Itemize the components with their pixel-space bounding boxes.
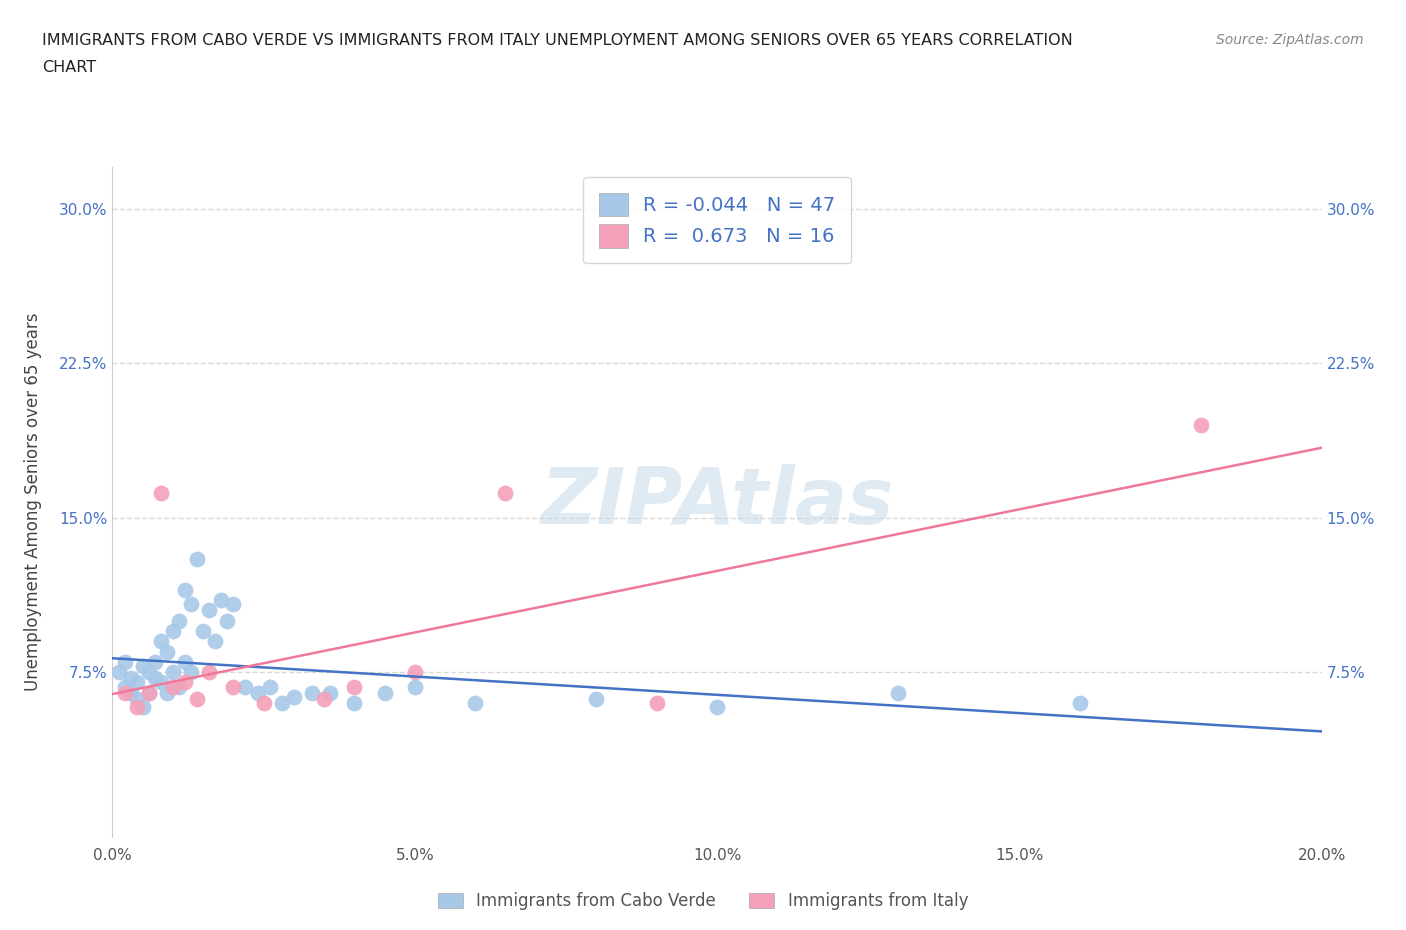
Point <box>167 679 190 694</box>
Point <box>235 679 257 694</box>
Point <box>114 685 136 700</box>
Point <box>138 685 160 700</box>
Point <box>495 485 517 500</box>
Point <box>464 696 486 711</box>
Legend: Immigrants from Cabo Verde, Immigrants from Italy: Immigrants from Cabo Verde, Immigrants f… <box>432 885 974 917</box>
Point <box>125 692 148 707</box>
Point <box>209 592 232 607</box>
Point <box>186 692 208 707</box>
Point <box>217 613 239 628</box>
Point <box>156 644 179 659</box>
Point <box>283 689 305 704</box>
Legend: R = -0.044   N = 47, R =  0.673   N = 16: R = -0.044 N = 47, R = 0.673 N = 16 <box>583 177 851 263</box>
Point <box>246 685 269 700</box>
Point <box>198 603 221 618</box>
Point <box>143 671 166 685</box>
Point <box>149 485 172 500</box>
Point <box>167 613 190 628</box>
Point <box>138 685 160 700</box>
Point <box>149 675 172 690</box>
Text: ZIPAtlas: ZIPAtlas <box>540 464 894 540</box>
Point <box>186 551 208 566</box>
Point <box>585 692 607 707</box>
Point <box>143 655 166 670</box>
Point <box>174 655 197 670</box>
Point <box>1189 418 1212 432</box>
Point <box>162 623 184 638</box>
Point <box>319 685 342 700</box>
Point <box>259 679 281 694</box>
Point <box>138 665 160 680</box>
Point <box>114 655 136 670</box>
Point <box>174 675 197 690</box>
Point <box>198 665 221 680</box>
Point <box>887 685 910 700</box>
Text: CHART: CHART <box>42 60 96 75</box>
Point <box>149 634 172 649</box>
Point <box>125 699 148 714</box>
Point <box>222 597 245 612</box>
Point <box>162 665 184 680</box>
Point <box>180 597 202 612</box>
Point <box>156 685 179 700</box>
Point <box>120 685 142 700</box>
Point <box>191 623 214 638</box>
Point <box>301 685 323 700</box>
Text: Source: ZipAtlas.com: Source: ZipAtlas.com <box>1216 33 1364 46</box>
Point <box>314 692 336 707</box>
Point <box>222 679 245 694</box>
Point <box>107 665 129 680</box>
Point <box>343 679 366 694</box>
Point <box>180 665 202 680</box>
Point <box>1069 696 1091 711</box>
Point <box>132 658 155 673</box>
Point <box>114 679 136 694</box>
Point <box>162 679 184 694</box>
Point <box>404 679 426 694</box>
Point <box>343 696 366 711</box>
Point <box>204 634 226 649</box>
Point <box>645 696 668 711</box>
Point <box>174 582 197 597</box>
Y-axis label: Unemployment Among Seniors over 65 years: Unemployment Among Seniors over 65 years <box>24 313 42 691</box>
Point <box>270 696 292 711</box>
Point <box>253 696 276 711</box>
Point <box>125 675 148 690</box>
Text: IMMIGRANTS FROM CABO VERDE VS IMMIGRANTS FROM ITALY UNEMPLOYMENT AMONG SENIORS O: IMMIGRANTS FROM CABO VERDE VS IMMIGRANTS… <box>42 33 1073 47</box>
Point <box>120 671 142 685</box>
Point <box>706 699 728 714</box>
Point <box>374 685 396 700</box>
Point <box>132 699 155 714</box>
Point <box>404 665 426 680</box>
